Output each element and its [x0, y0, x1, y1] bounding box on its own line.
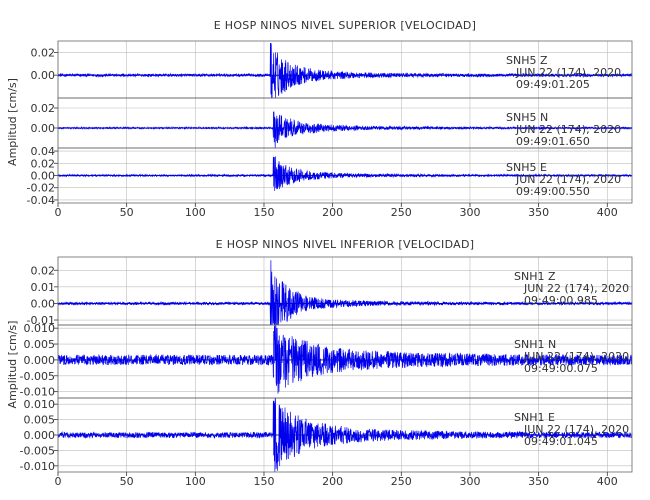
y-axis-label: Amplitud [cm/s]: [6, 321, 19, 409]
x-tick-label: 350: [528, 475, 549, 488]
y-tick-label: -0.02: [27, 182, 55, 195]
trace-date-label: JUN 22 (174), 2020: [515, 173, 621, 186]
x-tick-label: 100: [185, 206, 206, 219]
x-tick-label: 150: [253, 206, 274, 219]
x-tick-label: 400: [597, 475, 618, 488]
trace-date-label: JUN 22 (174), 2020: [523, 282, 629, 295]
x-tick-label: 350: [528, 206, 549, 219]
x-tick-label: 300: [459, 475, 480, 488]
y-tick-label: 0.010: [24, 398, 56, 411]
trace-time-label: 09:49:01.045: [524, 435, 598, 448]
trace-station-label: SNH1 E: [514, 411, 555, 424]
trace-time-label: 09:49:00.985: [524, 294, 598, 307]
x-tick-label: 0: [55, 206, 62, 219]
trace-line: [57, 111, 633, 149]
y-tick-label: 0.02: [31, 102, 56, 115]
x-tick-label: 100: [185, 475, 206, 488]
trace-line: [57, 397, 633, 473]
trace-line: [57, 156, 633, 191]
trace-date-label: JUN 22 (174), 2020: [515, 123, 621, 136]
trace-line: [57, 324, 633, 394]
trace-time-label: 09:49:00.075: [524, 362, 598, 375]
y-tick-label: 0.000: [24, 429, 56, 442]
panel-frame: [57, 147, 633, 204]
y-tick-label: -0.005: [20, 370, 55, 383]
x-tick-label: 200: [322, 475, 343, 488]
trace-time-label: 09:49:01.205: [516, 78, 590, 91]
y-tick-label: -0.010: [20, 386, 55, 399]
trace-time-label: 09:49:01.650: [516, 135, 590, 148]
y-tick-label: 0.000: [24, 354, 56, 367]
chart-title: E HOSP NINOS NIVEL SUPERIOR [VELOCIDAD]: [214, 19, 477, 32]
y-tick-label: 0.01: [31, 281, 56, 294]
trace-station-label: SNH5 Z: [506, 54, 548, 67]
trace-station-label: SNH1 N: [514, 338, 556, 351]
y-tick-label: 0.00: [31, 122, 56, 135]
chart-block-0: E HOSP NINOS NIVEL SUPERIOR [VELOCIDAD] A…: [6, 19, 633, 219]
y-tick-label: 0.00: [31, 297, 56, 310]
y-tick-label: -0.01: [27, 314, 55, 327]
x-tick-label: 300: [459, 206, 480, 219]
chart-block-1: E HOSP NINOS NIVEL INFERIOR [VELOCIDAD] A…: [6, 238, 633, 488]
x-tick-label: 250: [391, 475, 412, 488]
y-tick-label: 0.010: [24, 322, 56, 335]
x-tick-label: 0: [55, 475, 62, 488]
y-tick-label: 0.04: [31, 145, 56, 158]
y-tick-label: -0.010: [20, 460, 55, 473]
trace-line: [57, 42, 633, 99]
x-tick-label: 50: [120, 206, 134, 219]
y-tick-label: 0.00: [31, 69, 56, 82]
trace-station-label: SNH5 N: [506, 111, 548, 124]
trace-date-label: JUN 22 (174), 2020: [523, 423, 629, 436]
y-tick-label: 0.02: [31, 264, 56, 277]
y-tick-label: 0.00: [31, 170, 56, 183]
panel-frame: [57, 397, 633, 473]
y-tick-label: 0.005: [24, 338, 56, 351]
x-tick-label: 400: [597, 206, 618, 219]
trace-station-label: SNH1 Z: [514, 270, 556, 283]
y-tick-label: 0.02: [31, 46, 56, 59]
x-tick-label: 250: [391, 206, 412, 219]
y-tick-label: 0.005: [24, 414, 56, 427]
trace-line: [57, 260, 633, 326]
x-tick-label: 150: [253, 475, 274, 488]
y-tick-label: 0.02: [31, 157, 56, 170]
trace-station-label: SNH5 E: [506, 161, 547, 174]
chart-title: E HOSP NINOS NIVEL INFERIOR [VELOCIDAD]: [216, 238, 475, 251]
x-tick-label: 200: [322, 206, 343, 219]
trace-time-label: 09:49:00.550: [516, 185, 590, 198]
y-tick-label: -0.04: [27, 194, 55, 207]
trace-date-label: JUN 22 (174), 2020: [515, 66, 621, 79]
x-tick-label: 50: [120, 475, 134, 488]
trace-date-label: JUN 22 (174), 2020: [523, 350, 629, 363]
y-tick-label: -0.005: [20, 444, 55, 457]
y-axis-label: Amplitud [cm/s]: [6, 78, 19, 166]
